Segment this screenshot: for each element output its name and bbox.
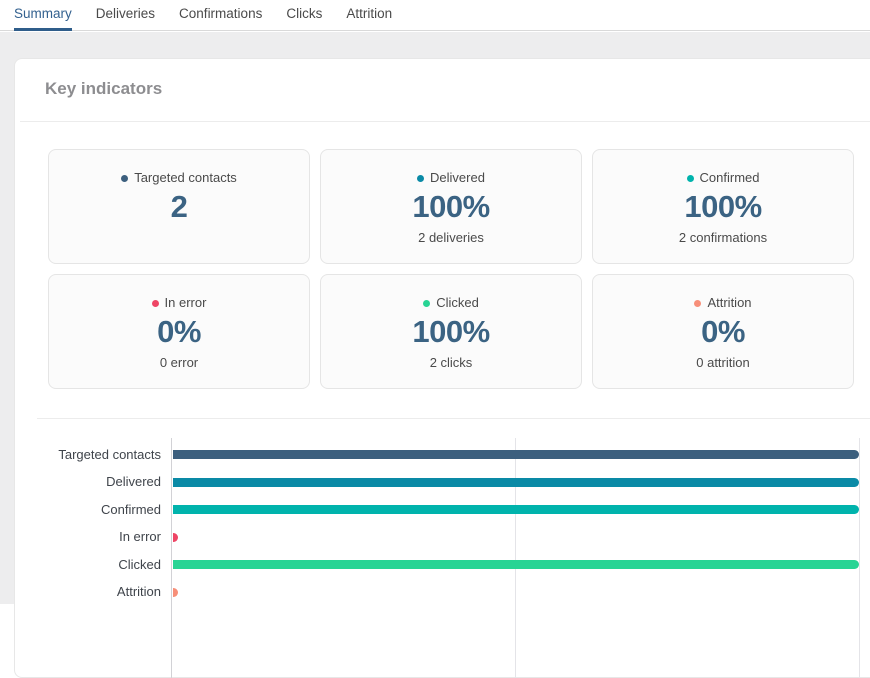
- kpi-value: 0%: [157, 314, 201, 349]
- kpi-label: In error: [164, 295, 207, 310]
- legend-dot: [686, 174, 694, 182]
- key-indicators-panel: Key indicators Targeted contacts 2 Deliv…: [14, 58, 870, 678]
- bar-delivered: [173, 477, 859, 487]
- kpi-label: Confirmed: [699, 170, 760, 185]
- bar-attrition: [173, 587, 178, 597]
- chart-category-label: Attrition: [116, 584, 161, 599]
- tab-clicks-label: Clicks: [286, 6, 323, 21]
- bar-track: [173, 551, 859, 579]
- kpi-card-attrition: Attrition 0% 0 attrition: [592, 274, 854, 389]
- chart-gridline: [515, 438, 516, 678]
- divider: [37, 418, 870, 419]
- bar-track: [173, 523, 859, 551]
- kpi-cards-grid: Targeted contacts 2 Delivered 100% 2 del…: [48, 149, 854, 389]
- tab-deliveries-label: Deliveries: [95, 6, 156, 21]
- kpi-value: 100%: [412, 314, 490, 349]
- kpi-label: Delivered: [430, 170, 485, 185]
- tab-clicks[interactable]: Clicks: [286, 0, 322, 31]
- kpi-subtitle: 0 error: [159, 355, 199, 370]
- chart-row-in-error: In error: [15, 523, 870, 551]
- chart-row-delivered: Delivered: [15, 468, 870, 496]
- kpi-label: Targeted contacts: [134, 170, 237, 185]
- kpi-label-row: In error: [151, 295, 207, 310]
- chart-axis-line: [171, 438, 172, 678]
- legend-dot: [151, 299, 159, 307]
- tab-summary-label: Summary: [14, 6, 72, 21]
- bar-in-error: [173, 532, 178, 542]
- bar-track: [173, 468, 859, 496]
- kpi-subtitle: 0 attrition: [696, 355, 750, 370]
- bar-track: [173, 441, 859, 469]
- kpi-value: 100%: [684, 189, 762, 224]
- chart-row-confirmed: Confirmed: [15, 496, 870, 524]
- legend-dot: [121, 174, 129, 182]
- bar-confirmed: [173, 505, 859, 514]
- chart-category-label: Clicked: [118, 556, 161, 572]
- kpi-label-row: Confirmed: [686, 170, 760, 185]
- chart-category-label: Delivered: [106, 474, 161, 489]
- kpi-card-confirmed: Confirmed 100% 2 confirmations: [592, 149, 854, 264]
- kpi-label-row: Attrition: [694, 295, 752, 310]
- kpi-card-in-error: In error 0% 0 error: [48, 274, 310, 389]
- kpi-label: Clicked: [436, 295, 479, 310]
- tab-attrition[interactable]: Attrition: [346, 0, 392, 31]
- chart-category-label: Targeted contacts: [58, 446, 161, 462]
- bar-track: [173, 496, 859, 524]
- tab-bar: Summary Deliveries Confirmations Clicks …: [0, 0, 870, 31]
- chart-category-label: In error: [119, 529, 161, 544]
- kpi-value: 100%: [412, 189, 490, 224]
- kpi-label: Attrition: [707, 295, 752, 310]
- tab-summary[interactable]: Summary: [14, 0, 72, 31]
- chart-row-attrition: Attrition: [15, 578, 870, 606]
- kpi-card-clicked: Clicked 100% 2 clicks: [320, 274, 582, 389]
- kpi-label-row: Targeted contacts: [121, 171, 237, 185]
- kpi-subtitle: 2 clicks: [429, 355, 473, 370]
- kpi-card-targeted-contacts: Targeted contacts 2: [48, 149, 310, 264]
- bar-track: [173, 578, 859, 606]
- bar-clicked: [173, 560, 859, 569]
- legend-dot: [417, 174, 425, 182]
- chart-row-targeted-contacts: Targeted contacts: [15, 441, 870, 469]
- kpi-subtitle: 2 deliveries: [418, 230, 484, 245]
- bar-targeted-contacts: [173, 450, 859, 459]
- divider: [20, 121, 870, 122]
- kpi-label-row: Delivered: [417, 171, 485, 185]
- tab-attrition-label: Attrition: [346, 6, 393, 21]
- chart-gridline: [859, 438, 860, 678]
- kpi-bar-chart: Targeted contacts Delivered Confirmed In…: [15, 438, 870, 678]
- panel-title: Key indicators: [45, 79, 163, 98]
- legend-dot: [694, 299, 702, 307]
- kpi-subtitle: 2 confirmations: [678, 230, 768, 245]
- tab-deliveries[interactable]: Deliveries: [96, 0, 155, 31]
- tab-confirmations-label: Confirmations: [179, 6, 263, 21]
- chart-row-clicked: Clicked: [15, 551, 870, 579]
- tab-confirmations[interactable]: Confirmations: [179, 0, 262, 31]
- legend-dot: [423, 299, 431, 307]
- chart-category-label: Confirmed: [101, 501, 161, 517]
- kpi-card-delivered: Delivered 100% 2 deliveries: [320, 149, 582, 264]
- kpi-label-row: Clicked: [423, 296, 479, 310]
- kpi-value: 2: [170, 189, 188, 224]
- kpi-value: 0%: [701, 314, 745, 349]
